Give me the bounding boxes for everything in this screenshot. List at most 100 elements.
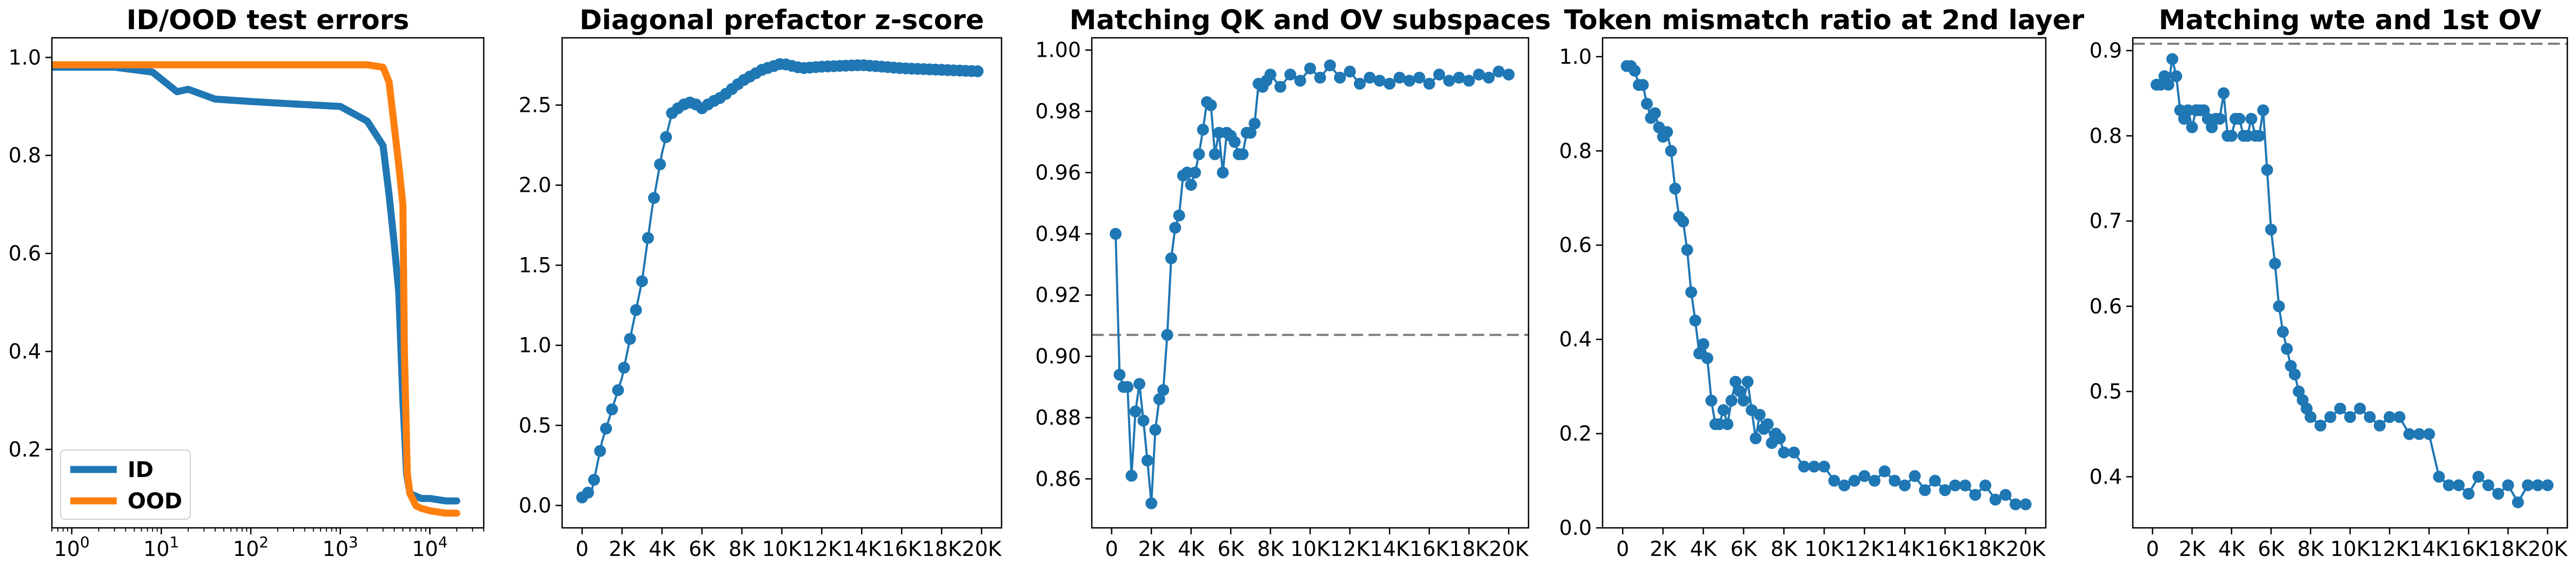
- chart-title: Matching wte and 1st OV: [2159, 4, 2542, 36]
- data-point: [1193, 148, 1205, 160]
- y-tick-label: 1.0: [1559, 45, 1592, 69]
- y-tick-label: 2.0: [519, 173, 551, 197]
- x-tick-label: 0: [1616, 537, 1629, 561]
- data-point: [1453, 71, 1465, 84]
- data-point: [1364, 71, 1376, 84]
- y-tick-label: 0.96: [1035, 160, 1081, 184]
- chart-panel-2: Diagonal prefactor z-score 0 2K 4K 6K 8K 10K 12…: [519, 4, 1003, 561]
- x-tick-label: 8K: [729, 537, 756, 561]
- x-tick-label: 4K: [1690, 537, 1717, 561]
- chart-panel-4: Token mismatch ratio at 2nd layer 0 2K 4K 6K…: [1559, 4, 2085, 561]
- x-tick-label: 2K: [1138, 537, 1165, 561]
- data-point: [1828, 474, 1840, 487]
- data-point: [2288, 368, 2301, 381]
- data-point: [1433, 69, 1445, 81]
- y-tick-label: 0.6: [2090, 294, 2122, 318]
- data-point: [618, 361, 630, 374]
- data-point: [648, 192, 660, 204]
- data-point: [642, 232, 654, 244]
- data-point: [1503, 69, 1515, 81]
- data-point: [2373, 419, 2386, 432]
- data-point: [1919, 484, 1931, 497]
- data-point: [2269, 258, 2281, 270]
- data-point: [1858, 470, 1871, 482]
- data-point: [2166, 53, 2179, 65]
- y-tick-label: 0.98: [1035, 99, 1081, 123]
- x-tick-label: 6K: [689, 537, 716, 561]
- x-tick-label: 8K: [1771, 537, 1798, 561]
- data-point: [2433, 471, 2445, 483]
- data-point: [1959, 479, 1971, 492]
- data-point: [1629, 65, 1641, 77]
- data-point: [1661, 126, 1673, 138]
- data-point: [600, 423, 612, 435]
- y-tick-label: 0.8: [2090, 124, 2122, 147]
- data-point: [1848, 474, 1860, 487]
- x-tick-label: 4K: [1178, 537, 1205, 561]
- y-tick-label: 0.6: [1559, 233, 1592, 257]
- y-tick-label: 0.92: [1035, 283, 1081, 307]
- data-point: [1741, 375, 1754, 388]
- data-point: [1899, 479, 1911, 492]
- y-tick-label: 1.0: [9, 45, 41, 69]
- data-point: [1141, 454, 1153, 467]
- y-tick-label: 0.5: [2090, 380, 2122, 404]
- data-point: [1344, 65, 1356, 78]
- data-point: [654, 158, 666, 171]
- data-point: [2314, 419, 2327, 432]
- data-point: [2261, 164, 2273, 176]
- y-tick-label: 1.5: [519, 253, 551, 277]
- data-point: [1761, 418, 1774, 431]
- data-point: [630, 304, 642, 316]
- x-tick-label: 6K: [2258, 537, 2285, 561]
- data-point: [1197, 124, 1209, 136]
- data-point: [1818, 460, 1830, 473]
- data-point: [1403, 75, 1416, 87]
- data-point: [1189, 166, 1201, 179]
- data-point: [1125, 470, 1138, 482]
- x-tick-label: 20K: [962, 537, 1002, 561]
- y-tick-label: 0.0: [519, 494, 551, 518]
- data-point: [624, 333, 636, 345]
- data-point: [2334, 403, 2346, 415]
- x-tick-label: 12K: [1330, 537, 1370, 561]
- data-point: [1423, 78, 1436, 90]
- x-tick-label: 6K: [1730, 537, 1757, 561]
- data-point: [2502, 479, 2514, 492]
- series-line-id: [52, 63, 461, 505]
- data-point: [2512, 496, 2524, 508]
- data-point: [1705, 394, 1718, 407]
- x-tick-label: 4K: [649, 537, 676, 561]
- data-point: [1908, 470, 1921, 482]
- y-tick-label: 0.94: [1035, 222, 1081, 246]
- data-point: [1237, 148, 1249, 160]
- data-point: [1868, 474, 1881, 487]
- y-tick-label: 0.8: [1559, 139, 1592, 163]
- data-point: [1249, 117, 1261, 130]
- data-point: [2304, 411, 2317, 423]
- x-tick-label: 103: [323, 533, 358, 561]
- data-point: [1264, 69, 1277, 81]
- data-point: [1677, 216, 1690, 228]
- data-point: [1137, 414, 1150, 427]
- data-point: [1284, 69, 1297, 81]
- data-point: [2532, 479, 2544, 492]
- x-tick-label: 16K: [2449, 537, 2489, 561]
- data-point: [1689, 314, 1701, 327]
- x-tick-label: 104: [412, 533, 448, 561]
- y-tick-label: 0.4: [2090, 465, 2122, 488]
- data-point: [1373, 75, 1386, 87]
- data-point: [1393, 71, 1406, 84]
- axes-frame: [51, 37, 485, 529]
- data-point: [2245, 112, 2258, 125]
- data-point: [2541, 479, 2554, 492]
- data-point: [1725, 394, 1738, 407]
- data-point: [2170, 70, 2183, 82]
- data-point: [1294, 75, 1306, 87]
- data-point: [1681, 244, 1693, 256]
- data-point: [1413, 71, 1425, 84]
- data-point: [1153, 393, 1165, 405]
- data-point: [2162, 78, 2174, 91]
- data-point: [1641, 98, 1653, 110]
- y-tick-label: 0.7: [2090, 209, 2122, 233]
